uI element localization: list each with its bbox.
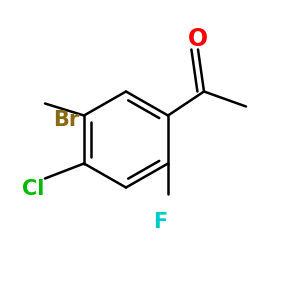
Text: O: O xyxy=(188,27,208,51)
Text: Br: Br xyxy=(53,110,79,130)
Text: F: F xyxy=(153,212,168,232)
Text: Cl: Cl xyxy=(22,179,44,199)
